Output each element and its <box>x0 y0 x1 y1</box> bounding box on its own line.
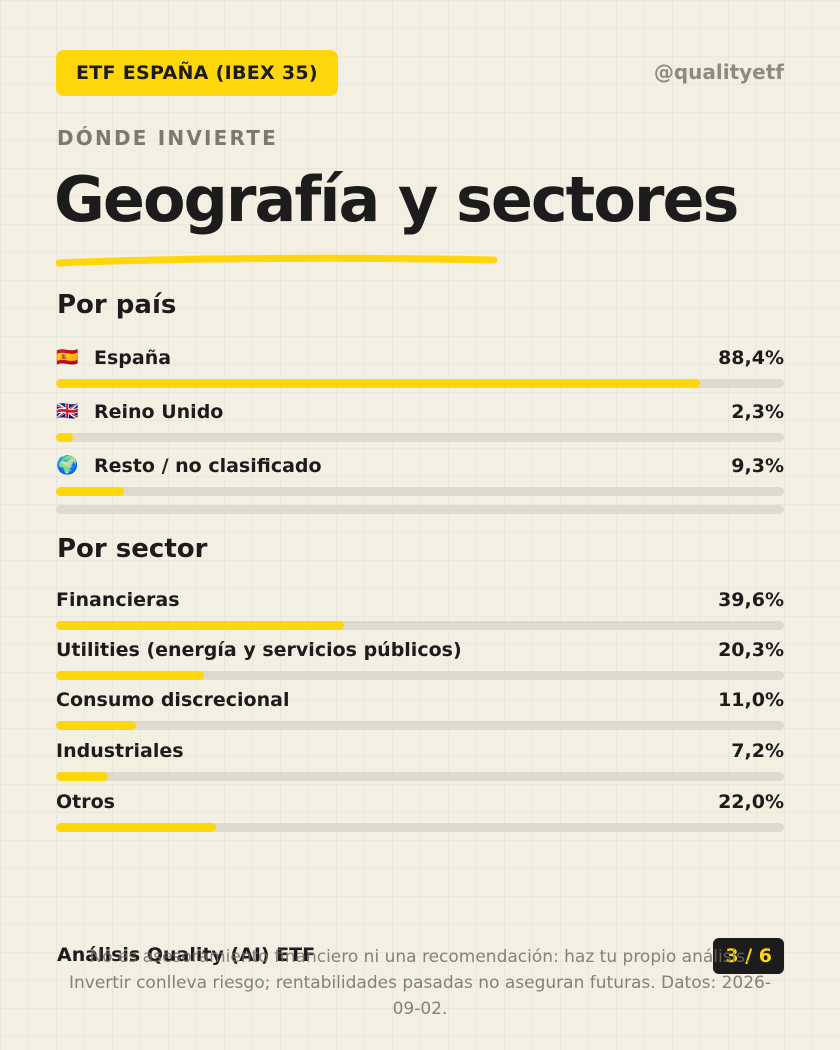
spain-flag-icon: 🇪🇸 <box>56 347 79 368</box>
country-value: 2,3% <box>731 401 784 423</box>
sector-label: Consumo discrecional <box>56 689 290 711</box>
progress-fill <box>56 671 204 680</box>
progress-track <box>56 379 784 388</box>
progress-track <box>56 721 784 730</box>
footer-brand: Análisis Quality (AI) ETF <box>57 944 316 966</box>
account-handle: @qualityetf <box>653 60 784 84</box>
progress-fill <box>56 772 109 781</box>
sector-label: Industriales <box>56 740 184 762</box>
country-label: Resto / no clasificado <box>94 455 322 477</box>
sector-value: 22,0% <box>718 791 784 813</box>
sector-row: Consumo discrecional 11,0% <box>56 686 784 734</box>
sector-label: Financieras <box>56 589 180 611</box>
section-eyebrow: DÓNDE INVIERTE <box>57 126 278 150</box>
country-row-uk: 🇬🇧 Reino Unido 2,3% <box>56 398 784 446</box>
sector-value: 7,2% <box>731 740 784 762</box>
page-indicator: 3 / 6 <box>713 938 784 974</box>
sector-row: Financieras 39,6% <box>56 586 784 634</box>
sector-section-title: Por sector <box>57 534 208 564</box>
topic-badge: ETF ESPAÑA (IBEX 35) <box>56 50 338 96</box>
empty-track <box>56 505 784 514</box>
progress-track <box>56 823 784 832</box>
progress-track <box>56 487 784 496</box>
progress-fill <box>56 721 137 730</box>
sector-label: Utilities (energía y servicios públicos) <box>56 639 462 661</box>
country-value: 88,4% <box>718 347 784 369</box>
globe-icon: 🌍 <box>56 455 79 476</box>
disclaimer-text: No es asesoramiento financiero ni una re… <box>69 947 771 1019</box>
country-section-title: Por país <box>57 290 177 320</box>
country-label: Reino Unido <box>94 401 224 423</box>
progress-fill <box>56 823 217 832</box>
progress-fill <box>56 621 345 630</box>
progress-fill <box>56 487 124 496</box>
country-row-spain: 🇪🇸 España 88,4% <box>56 344 784 392</box>
sector-label: Otros <box>56 791 115 813</box>
progress-fill <box>56 379 700 388</box>
sector-value: 11,0% <box>718 689 784 711</box>
progress-track <box>56 772 784 781</box>
country-label: España <box>94 347 172 369</box>
sector-value: 20,3% <box>718 639 784 661</box>
title-underline <box>56 254 498 267</box>
sector-row: Industriales 7,2% <box>56 737 784 785</box>
progress-track <box>56 671 784 680</box>
country-row-other: 🌍 Resto / no clasificado 9,3% <box>56 452 784 500</box>
uk-flag-icon: 🇬🇧 <box>56 401 79 422</box>
page-title: Geografía y sectores <box>54 163 739 236</box>
sector-value: 39,6% <box>718 589 784 611</box>
sector-row: Otros 22,0% <box>56 788 784 836</box>
sector-row: Utilities (energía y servicios públicos)… <box>56 636 784 684</box>
country-value: 9,3% <box>731 455 784 477</box>
progress-track <box>56 433 784 442</box>
progress-fill <box>56 433 73 442</box>
progress-track <box>56 621 784 630</box>
